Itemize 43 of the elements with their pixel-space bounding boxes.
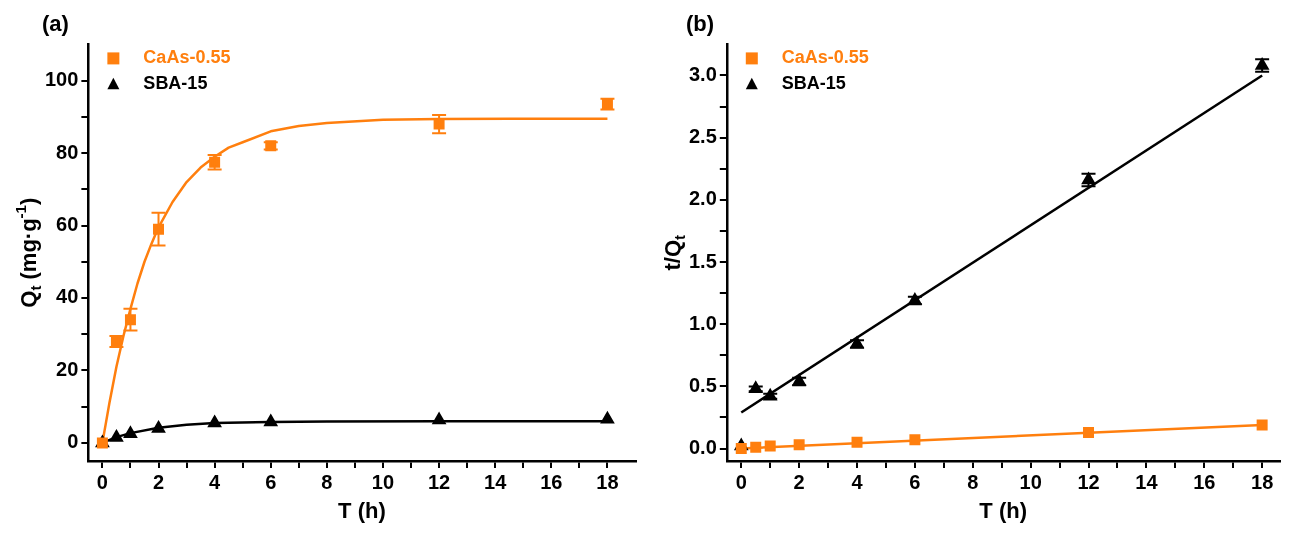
- x-tick-label: 10: [1019, 470, 1042, 493]
- legend-label: SBA-15: [781, 73, 846, 94]
- x-tick-label: 0: [735, 470, 747, 493]
- x-tick-label: 8: [967, 470, 979, 493]
- x-tick-label: 18: [1251, 470, 1274, 493]
- chart-title: (a): [42, 11, 69, 37]
- chart-title: (b): [686, 11, 715, 37]
- y-tick-label: 100: [44, 68, 79, 91]
- x-tick-label: 16: [540, 470, 563, 493]
- y-tick-label: 1.5: [688, 249, 717, 272]
- y-tick-label: 3.0: [688, 63, 717, 86]
- y-tick-label: 0.5: [688, 373, 717, 396]
- x-tick-label: 4: [209, 470, 222, 493]
- y-axis-title: t/Qt: [660, 234, 688, 271]
- y-tick-label: 0: [67, 430, 79, 453]
- x-tick-label: 10: [371, 470, 395, 493]
- x-axis-title: T (h): [338, 498, 386, 524]
- y-tick-label: 1.0: [688, 311, 717, 334]
- x-tick-label: 14: [484, 470, 508, 493]
- x-tick-label: 12: [1077, 470, 1100, 493]
- x-axis-title: T (h): [979, 498, 1027, 524]
- y-axis-title: Qt (mg·g-1): [12, 197, 44, 308]
- x-tick-label: 2: [793, 470, 805, 493]
- x-tick-label: 8: [321, 470, 333, 493]
- x-tick-label: 16: [1193, 470, 1216, 493]
- x-tick-label: 0: [96, 470, 108, 493]
- y-tick-label: 80: [56, 140, 79, 163]
- legend-label: CaAs-0.55: [781, 47, 869, 68]
- y-tick-label: 40: [56, 285, 79, 308]
- legend-label: SBA-15: [143, 73, 208, 94]
- y-tick-label: 2.0: [688, 187, 717, 210]
- x-tick-label: 14: [1135, 470, 1159, 493]
- x-tick-label: 2: [152, 470, 165, 493]
- legend-label: CaAs-0.55: [143, 47, 231, 68]
- x-tick-label: 6: [909, 470, 921, 493]
- y-tick-label: 2.5: [688, 125, 717, 148]
- y-tick-label: 20: [56, 357, 79, 380]
- y-tick-label: 0.0: [688, 436, 717, 459]
- x-tick-label: 6: [265, 470, 277, 493]
- x-tick-label: 4: [851, 470, 864, 493]
- x-tick-label: 12: [427, 470, 451, 493]
- y-tick-label: 60: [56, 213, 79, 236]
- x-tick-label: 18: [596, 470, 619, 493]
